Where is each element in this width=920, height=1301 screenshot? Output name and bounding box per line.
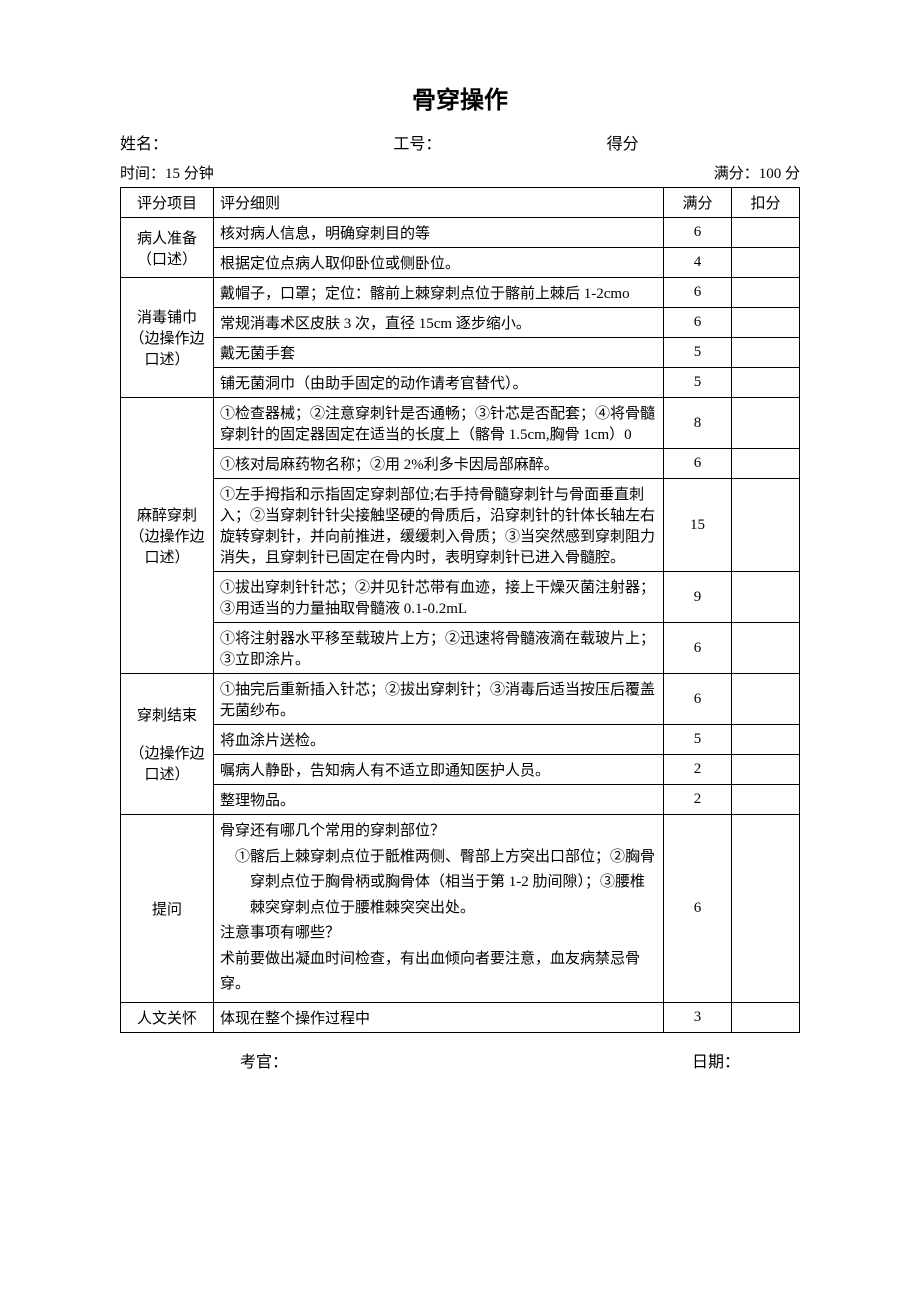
detail-cell: ①核对局麻药物名称；②用 2%利多卡因局部麻醉。 <box>214 449 664 479</box>
table-row: 嘱病人静卧，告知病人有不适立即通知医护人员。2 <box>121 755 800 785</box>
question-text: 注意事项有哪些？ <box>220 921 657 947</box>
score-cell: 6 <box>664 278 732 308</box>
header-category: 评分项目 <box>121 188 214 218</box>
deduct-cell <box>732 674 800 725</box>
table-row: 消毒铺巾（边操作边口述）戴帽子，口罩；定位：髂前上棘穿刺点位于髂前上棘后 1-2… <box>121 278 800 308</box>
score-label: 得分 <box>587 130 800 154</box>
score-cell: 15 <box>664 479 732 572</box>
category-cell: 人文关怀 <box>121 1002 214 1032</box>
detail-cell: 嘱病人静卧，告知病人有不适立即通知医护人员。 <box>214 755 664 785</box>
deduct-cell <box>732 449 800 479</box>
deduct-cell <box>732 308 800 338</box>
category-cell: 消毒铺巾（边操作边口述） <box>121 278 214 398</box>
table-row: 戴无菌手套5 <box>121 338 800 368</box>
detail-cell: 戴无菌手套 <box>214 338 664 368</box>
deduct-cell <box>732 815 800 1003</box>
deduct-cell <box>732 572 800 623</box>
header-row: 姓名： 工号： 得分 <box>120 130 800 154</box>
id-label: 工号： <box>313 130 586 154</box>
detail-cell: 铺无菌洞巾（由助手固定的动作请考官替代）。 <box>214 368 664 398</box>
score-cell: 6 <box>664 815 732 1003</box>
header-fullscore: 满分 <box>664 188 732 218</box>
table-row: 病人准备（口述）核对病人信息，明确穿刺目的等6 <box>121 218 800 248</box>
deduct-cell <box>732 338 800 368</box>
detail-cell: ①检查器械；②注意穿刺针是否通畅；③针芯是否配套；④将骨髓穿刺针的固定器固定在适… <box>214 398 664 449</box>
deduct-cell <box>732 785 800 815</box>
table-row: 根据定位点病人取仰卧位或侧卧位。4 <box>121 248 800 278</box>
detail-cell: 核对病人信息，明确穿刺目的等 <box>214 218 664 248</box>
score-cell: 2 <box>664 785 732 815</box>
detail-cell: 将血涂片送检。 <box>214 725 664 755</box>
detail-cell: ①拔出穿刺针针芯；②并见针芯带有血迹，接上干燥灭菌注射器；③用适当的力量抽取骨髓… <box>214 572 664 623</box>
table-row: ①左手拇指和示指固定穿刺部位;右手持骨髓穿刺针与骨面垂直刺入；②当穿刺针针尖接触… <box>121 479 800 572</box>
deduct-cell <box>732 368 800 398</box>
time-label: 时间：15 分钟 <box>120 162 214 183</box>
score-cell: 6 <box>664 449 732 479</box>
detail-cell: 体现在整个操作过程中 <box>214 1002 664 1032</box>
score-cell: 8 <box>664 398 732 449</box>
detail-cell: 根据定位点病人取仰卧位或侧卧位。 <box>214 248 664 278</box>
deduct-cell <box>732 398 800 449</box>
score-cell: 5 <box>664 338 732 368</box>
detail-cell: 常规消毒术区皮肤 3 次，直径 15cm 逐步缩小。 <box>214 308 664 338</box>
table-row: 整理物品。2 <box>121 785 800 815</box>
score-cell: 9 <box>664 572 732 623</box>
detail-cell: ①将注射器水平移至载玻片上方；②迅速将骨髓液滴在载玻片上；③立即涂片。 <box>214 623 664 674</box>
table-row: 麻醉穿刺（边操作边口述）①检查器械；②注意穿刺针是否通畅；③针芯是否配套；④将骨… <box>121 398 800 449</box>
header-detail: 评分细则 <box>214 188 664 218</box>
table-row: ①核对局麻药物名称；②用 2%利多卡因局部麻醉。6 <box>121 449 800 479</box>
table-row: 常规消毒术区皮肤 3 次，直径 15cm 逐步缩小。6 <box>121 308 800 338</box>
detail-cell: ①左手拇指和示指固定穿刺部位;右手持骨髓穿刺针与骨面垂直刺入；②当穿刺针针尖接触… <box>214 479 664 572</box>
examiner-label: 考官： <box>240 1048 288 1072</box>
score-cell: 4 <box>664 248 732 278</box>
meta-row: 时间：15 分钟 满分：100 分 <box>120 162 800 183</box>
score-cell: 6 <box>664 623 732 674</box>
page-title: 骨穿操作 <box>120 80 800 115</box>
table-row: ①将注射器水平移至载玻片上方；②迅速将骨髓液滴在载玻片上；③立即涂片。6 <box>121 623 800 674</box>
score-cell: 6 <box>664 674 732 725</box>
table-header-row: 评分项目 评分细则 满分 扣分 <box>121 188 800 218</box>
score-cell: 6 <box>664 308 732 338</box>
table-row: 穿刺结束 （边操作边口述）①抽完后重新插入针芯；②拔出穿刺针；③消毒后适当按压后… <box>121 674 800 725</box>
score-cell: 5 <box>664 725 732 755</box>
deduct-cell <box>732 755 800 785</box>
table-row: 铺无菌洞巾（由助手固定的动作请考官替代）。5 <box>121 368 800 398</box>
answer-text: ①髂后上棘穿刺点位于骶椎两侧、臀部上方突出口部位；②胸骨穿刺点位于胸骨柄或胸骨体… <box>220 845 657 922</box>
score-cell: 5 <box>664 368 732 398</box>
table-row: 将血涂片送检。5 <box>121 725 800 755</box>
deduct-cell <box>732 248 800 278</box>
deduct-cell <box>732 623 800 674</box>
category-cell: 提问 <box>121 815 214 1003</box>
detail-cell: 整理物品。 <box>214 785 664 815</box>
deduct-cell <box>732 278 800 308</box>
footer-row: 考官： 日期： <box>120 1048 800 1072</box>
detail-cell: ①抽完后重新插入针芯；②拔出穿刺针；③消毒后适当按压后覆盖无菌纱布。 <box>214 674 664 725</box>
deduct-cell <box>732 218 800 248</box>
deduct-cell <box>732 1002 800 1032</box>
header-deduct: 扣分 <box>732 188 800 218</box>
scoring-table: 评分项目 评分细则 满分 扣分 病人准备（口述）核对病人信息，明确穿刺目的等6根… <box>120 187 800 1033</box>
category-cell: 穿刺结束 （边操作边口述） <box>121 674 214 815</box>
question-text: 骨穿还有哪几个常用的穿刺部位？ <box>220 819 657 845</box>
answer-text: 术前要做出凝血时间检查，有出血倾向者要注意，血友病禁忌骨穿。 <box>220 947 657 998</box>
detail-cell: 戴帽子，口罩；定位：髂前上棘穿刺点位于髂前上棘后 1-2cmo <box>214 278 664 308</box>
deduct-cell <box>732 725 800 755</box>
fullscore-label: 满分：100 分 <box>714 162 800 183</box>
table-row: ①拔出穿刺针针芯；②并见针芯带有血迹，接上干燥灭菌注射器；③用适当的力量抽取骨髓… <box>121 572 800 623</box>
table-row: 人文关怀体现在整个操作过程中3 <box>121 1002 800 1032</box>
score-cell: 6 <box>664 218 732 248</box>
detail-cell: 骨穿还有哪几个常用的穿刺部位？①髂后上棘穿刺点位于骶椎两侧、臀部上方突出口部位；… <box>214 815 664 1003</box>
score-cell: 3 <box>664 1002 732 1032</box>
table-row: 提问骨穿还有哪几个常用的穿刺部位？①髂后上棘穿刺点位于骶椎两侧、臀部上方突出口部… <box>121 815 800 1003</box>
category-cell: 病人准备（口述） <box>121 218 214 278</box>
score-cell: 2 <box>664 755 732 785</box>
deduct-cell <box>732 479 800 572</box>
name-label: 姓名： <box>120 130 313 154</box>
date-label: 日期： <box>692 1048 740 1072</box>
category-cell: 麻醉穿刺（边操作边口述） <box>121 398 214 674</box>
